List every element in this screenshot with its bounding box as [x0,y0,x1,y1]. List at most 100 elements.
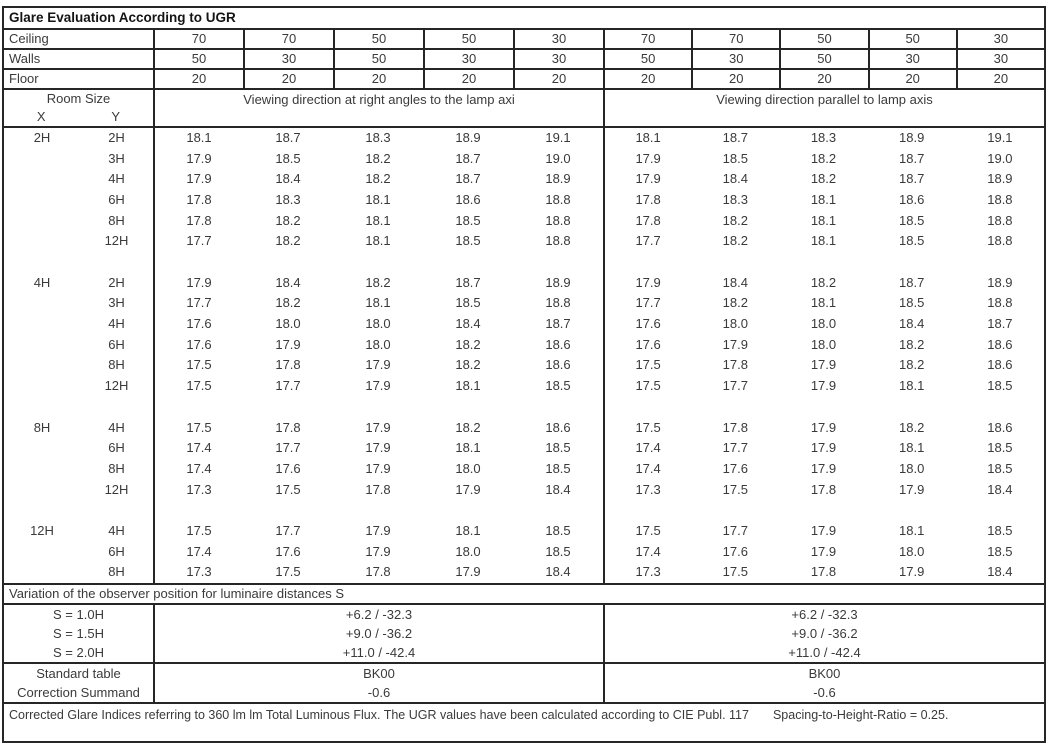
room-y-cell: 8H [108,212,125,228]
ugr-value-cell: 18.1 [365,233,391,249]
ugr-value-cell: 18.1 [603,128,691,149]
surface-value-cell: 30 [513,30,603,48]
ugr-value-cell: 18.6 [545,357,571,373]
ugr-value-cell: 17.4 [153,438,243,459]
ugr-value-cell [513,252,603,273]
ugr-value-cell: 18.1 [899,378,925,394]
ugr-value-cell: 17.8 [603,190,691,211]
ugr-value-cell: 18.8 [987,295,1013,311]
ugr-value-cell [868,397,956,418]
ugr-value-cell: 18.5 [545,522,571,538]
ugr-value-cell: 17.9 [153,148,243,170]
table-row: 2H 2H 18.1 18.7 18.3 18.9 19.1 18.1 18.7 18.3 18.9… [4,128,1044,149]
ugr-value-cell: 18.0 [899,460,925,476]
ugr-value-cell: 17.5 [153,417,243,439]
ugr-value-cell [779,500,867,521]
ugr-value-cell: 18.8 [545,212,571,228]
ugr-value-cell: 17.8 [153,190,243,211]
surface-value-cell: 30 [423,50,513,68]
variation-section-title: Variation of the observer position for l… [4,583,1044,605]
ugr-value-cell: 17.9 [810,419,837,435]
room-y-cell: 8H [108,564,125,580]
variation-row-label: S = 2.0H [53,645,104,660]
variation-row-right-value: +11.0 / -42.4 [603,643,1044,662]
room-size-label: Room Size [46,91,111,106]
ugr-value-cell: 17.5 [275,481,301,497]
summary-rows: Standard table BK00 BK00 Correction Summand… [4,664,1044,704]
ugr-value-cell: 17.6 [153,314,243,335]
ugr-value-cell: 18.2 [810,150,837,166]
ugr-value-cell [333,500,423,521]
summary-row-label: Standard table [36,666,121,681]
surface-value-cell: 50 [867,30,956,48]
ugr-value-cell: 18.4 [545,481,571,497]
ugr-value-cell: 17.8 [365,481,391,497]
ugr-value-cell: 17.5 [603,376,691,397]
ugr-value-cell: 18.2 [899,357,925,373]
room-x-cell: 4H [33,274,51,290]
ugr-value-cell: 18.5 [545,440,571,456]
room-y-cell: 8H [108,460,125,476]
ugr-value-cell: 18.3 [275,192,301,208]
ugr-value-cell [153,252,243,273]
room-x-cell [4,397,80,418]
ugr-value-cell [423,500,513,521]
ugr-value-cell: 17.9 [455,564,481,580]
ugr-value-cell: 18.6 [545,336,571,352]
room-x-cell [4,231,80,252]
surface-row-label: Ceiling [9,31,49,46]
room-x-cell [4,293,80,314]
surface-value-cell: 20 [513,70,603,88]
room-y-cell: 6H [108,192,125,208]
surface-value-cell: 50 [333,30,423,48]
ugr-value-cell [868,500,956,521]
ugr-value-cell [423,252,513,273]
surface-value-cell: 20 [153,70,243,88]
ugr-value-cell: 18.6 [899,192,925,208]
ugr-value-cell: 18.5 [455,212,481,228]
ugr-value-cell: 17.9 [365,357,391,373]
ugr-value-cell: 17.7 [603,293,691,315]
variation-row: S = 2.0H +11.0 / -42.4 +11.0 / -42.4 [4,643,1044,662]
spacer-row [4,252,1044,273]
ugr-value-cell: 17.9 [810,460,837,476]
ugr-value-cell: 18.0 [810,316,837,332]
table-row: 3H 17.9 18.5 18.2 18.7 19.0 17.9 18.5 18.2 18.7 19… [4,148,1044,170]
ugr-value-cell [691,397,779,418]
ugr-glare-table: Glare Evaluation According to UGR Ceilin… [2,6,1046,743]
summary-row: Correction Summand -0.6 -0.6 [4,683,1044,702]
summary-row-label: Correction Summand [17,685,140,700]
surface-row: Walls 50 30 50 30 30 50 30 50 30 30 [4,50,1044,70]
ugr-value-cell: 17.7 [722,440,748,456]
room-y-cell: 6H [108,336,125,352]
room-x-cell [4,480,80,501]
ugr-value-cell: 18.9 [545,274,571,290]
ugr-value-cell: 18.2 [275,295,301,311]
ugr-value-cell: 18.1 [899,522,925,538]
ugr-value-cell: 18.5 [545,543,571,559]
ugr-value-cell: 17.9 [365,378,391,394]
ugr-value-cell: 18.1 [899,440,925,456]
ugr-value-cell: 17.7 [603,231,691,253]
summary-row-left-value: -0.6 [153,683,603,702]
ugr-value-cell: 18.9 [899,130,925,145]
y-axis-label: Y [111,109,121,124]
ugr-value-cell [779,252,867,273]
ugr-value-cell: 18.5 [545,460,571,476]
ugr-value-cell [956,252,1044,273]
ugr-value-cell: 18.0 [722,316,748,332]
ugr-value-cell: 18.1 [153,128,243,149]
variation-row-left-value: +9.0 / -36.2 [153,624,603,643]
ugr-value-cell [603,396,691,418]
surface-row: Floor 20 20 20 20 20 20 20 20 20 20 [4,70,1044,90]
variation-row: S = 1.0H +6.2 / -32.3 +6.2 / -32.3 [4,605,1044,624]
ugr-value-cell: 17.9 [899,481,925,497]
ugr-value-cell: 18.5 [722,150,748,166]
table-row: 8H 17.3 17.5 17.8 17.9 18.4 17.3 17.5 17.8 17.9 18… [4,562,1044,583]
surface-row-label: Walls [9,51,41,66]
table-header-row: Room Size X Y Viewing direction at right… [4,90,1044,128]
ugr-value-cell: 17.8 [275,419,301,435]
variation-row-label: S = 1.5H [53,626,104,641]
ugr-value-cell: 18.8 [545,295,571,311]
surface-value-cell: 20 [691,70,779,88]
